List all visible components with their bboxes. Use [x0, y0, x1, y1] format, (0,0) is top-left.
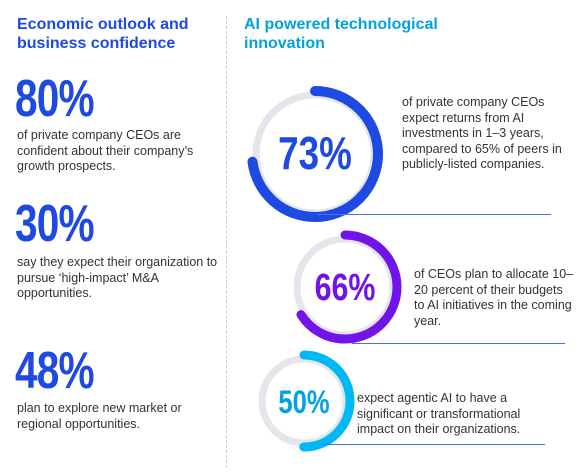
ring-50-graphic	[253, 350, 355, 452]
stat-80-value: 80%	[15, 70, 95, 128]
ring-50-arc	[253, 350, 355, 452]
ring-66-value: 66%	[314, 267, 376, 309]
ring-50-text: expect agentic AI to have a significant …	[357, 391, 521, 436]
ring-73-arc	[247, 86, 383, 222]
stat-48-value: 48%	[15, 342, 95, 400]
ring-50: 50%	[252, 349, 356, 453]
column-divider	[226, 16, 227, 468]
ring-73-underline	[317, 214, 551, 215]
ring-66-underline	[352, 343, 565, 344]
stat-48-text: plan to explore new market or regional o…	[17, 401, 182, 431]
stat-30-value: 30%	[15, 195, 95, 253]
ring-73-value: 73%	[278, 127, 352, 179]
ring-73-graphic	[247, 86, 383, 222]
ring-66: 66%	[286, 228, 404, 346]
ring-50-underline	[321, 444, 545, 445]
stat-80-text: of private company CEOs are confident ab…	[17, 128, 194, 173]
ring-66-arc	[288, 230, 402, 344]
ai-innovation-heading: AI powered technological innovation	[244, 16, 438, 52]
ring-66-text: of CEOs plan to allocate 10–20 percent o…	[414, 267, 574, 328]
stat-30-text: say they expect their organization to pu…	[17, 255, 218, 300]
ring-50-value: 50%	[278, 384, 330, 420]
ring-73: 73%	[244, 83, 386, 225]
ring-66-graphic	[288, 230, 402, 344]
ring-73-text: of private company CEOs expect returns f…	[402, 95, 562, 171]
economic-outlook-heading: Economic outlook and business confidence	[17, 16, 189, 52]
